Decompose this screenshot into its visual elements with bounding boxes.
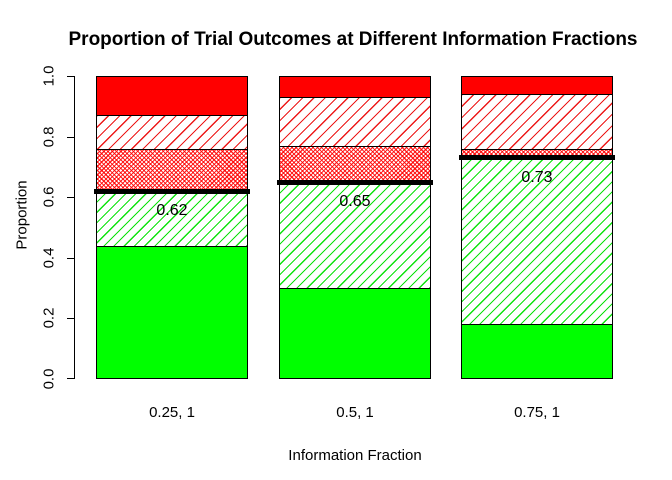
bar-segment [461, 149, 613, 158]
y-axis-line [74, 76, 75, 379]
bar-segment [279, 146, 431, 182]
y-axis-tick-label: 0.0 [40, 368, 58, 390]
y-axis-tick-label: 0.6 [40, 186, 58, 208]
x-axis-label: Information Fraction [288, 447, 422, 464]
bar-segment [96, 76, 248, 115]
x-category-label: 0.25, 1 [149, 404, 195, 421]
y-axis-tick-label: 0.4 [40, 247, 58, 269]
y-axis-label: Proportion [13, 180, 31, 250]
bar-segment [96, 191, 248, 246]
bar-segment [96, 149, 248, 191]
bar-segment [279, 76, 431, 97]
y-axis-tick-label: 0.8 [40, 126, 58, 148]
bar-segment [96, 246, 248, 379]
bar: 0.65 [277, 76, 433, 379]
threshold-line [277, 179, 433, 185]
bar-segment [461, 94, 613, 149]
y-axis-tick-label: 0.2 [40, 307, 58, 329]
y-axis-tick [67, 197, 74, 198]
y-axis-tick [67, 378, 74, 379]
bar-segment [461, 324, 613, 379]
bar-segment [461, 158, 613, 324]
y-axis-tick [67, 76, 74, 77]
y-axis-tick [67, 258, 74, 259]
bar-segment [279, 97, 431, 146]
plot-area: 0.0 0.2 0.4 0.6 0.8 1.0 0.62 0.65 0.73 [41, 66, 640, 389]
bar-segment [461, 76, 613, 94]
threshold-value-label: 0.73 [521, 168, 553, 186]
bar-segment [279, 288, 431, 379]
bar: 0.62 [94, 76, 250, 379]
y-axis-tick [67, 137, 74, 138]
y-axis-tick [67, 318, 74, 319]
threshold-value-label: 0.62 [156, 202, 188, 220]
threshold-line [94, 188, 250, 194]
x-category-label: 0.75, 1 [514, 404, 560, 421]
threshold-value-label: 0.65 [339, 193, 371, 211]
x-category-label: 0.5, 1 [336, 404, 374, 421]
bar: 0.73 [459, 76, 615, 379]
threshold-line [459, 155, 615, 161]
y-axis-tick-label: 1.0 [40, 65, 58, 87]
chart-title: Proportion of Trial Outcomes at Differen… [68, 29, 638, 50]
bar-segment [96, 115, 248, 149]
